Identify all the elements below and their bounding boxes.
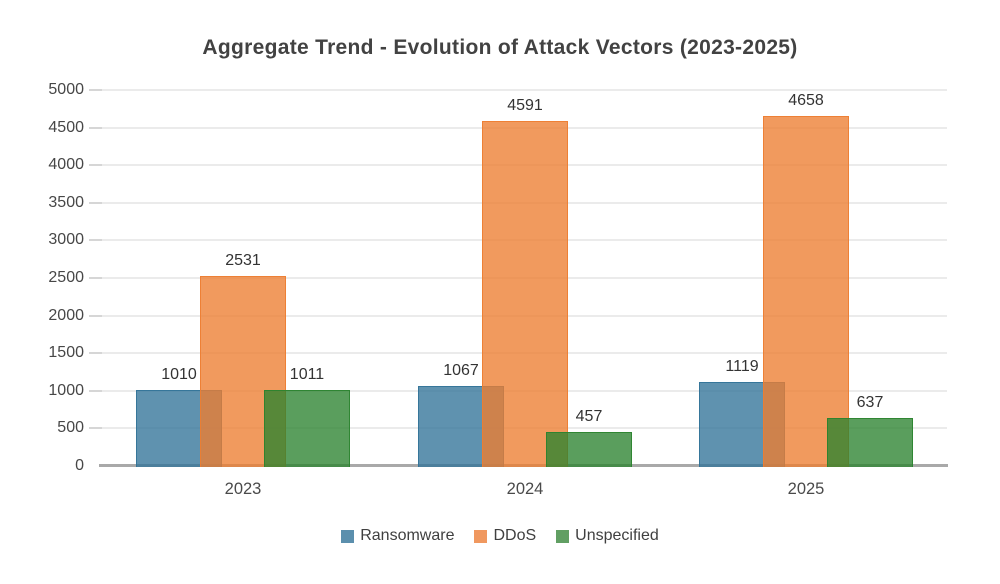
data-label: 1067 [443, 361, 479, 379]
y-tick-label: 500 [57, 419, 84, 437]
data-label: 457 [575, 407, 603, 425]
y-tick-label: 0 [75, 457, 84, 474]
bar-unspecified-2025 [827, 418, 913, 467]
bar-unspecified-2023 [264, 389, 350, 467]
legend-swatch-icon [474, 529, 488, 543]
legend-item-ransomware: Ransomware [341, 527, 454, 545]
axis-tick [89, 389, 102, 392]
x-tick-label: 2023 [224, 480, 262, 498]
legend-swatch-icon [341, 529, 355, 543]
legend-label: Unspecified [575, 527, 659, 544]
data-label: 2531 [225, 251, 261, 269]
legend-item-ddos: DDoS [474, 527, 536, 545]
y-tick-label: 3000 [48, 231, 84, 249]
y-tick-label: 2000 [48, 306, 84, 324]
data-label: 4591 [507, 96, 543, 114]
data-label: 1010 [161, 366, 197, 384]
axis-tick [89, 201, 102, 204]
y-tick-label: 1000 [48, 381, 84, 399]
axis-tick [89, 89, 102, 91]
y-tick-label: 3500 [48, 193, 84, 211]
x-tick-label: 2025 [787, 480, 825, 498]
legend-swatch-icon [556, 529, 570, 543]
chart-title: Aggregate Trend - Evolution of Attack Ve… [202, 36, 798, 59]
gridline [95, 89, 947, 91]
bar-ddos-2024 [482, 120, 568, 467]
legend-label: DDoS [493, 527, 537, 544]
y-tick-label: 4500 [48, 118, 84, 136]
bar-unspecified-2024 [546, 431, 632, 467]
y-tick-label: 1500 [48, 344, 84, 362]
data-label: 1011 [289, 365, 325, 383]
legend-item-unspecified: Unspecified [556, 527, 659, 545]
y-tick-label: 5000 [48, 81, 84, 98]
data-label: 4658 [788, 91, 824, 109]
bar-ddos-2025 [763, 115, 849, 467]
axis-tick [89, 277, 102, 279]
axis-tick [89, 239, 102, 242]
data-label: 637 [856, 394, 884, 412]
y-tick-label: 2500 [48, 269, 84, 286]
axis-tick [89, 126, 102, 129]
legend: Ransomware DDoS Unspecified [0, 527, 1000, 545]
data-label: 1119 [725, 357, 759, 375]
y-tick-label: 4000 [48, 156, 84, 174]
axis-tick [89, 164, 102, 167]
axis-tick [89, 352, 102, 355]
legend-label: Ransomware [360, 527, 455, 544]
x-tick-label: 2024 [506, 480, 544, 498]
axis-tick [89, 427, 102, 430]
axis-tick [89, 314, 102, 317]
